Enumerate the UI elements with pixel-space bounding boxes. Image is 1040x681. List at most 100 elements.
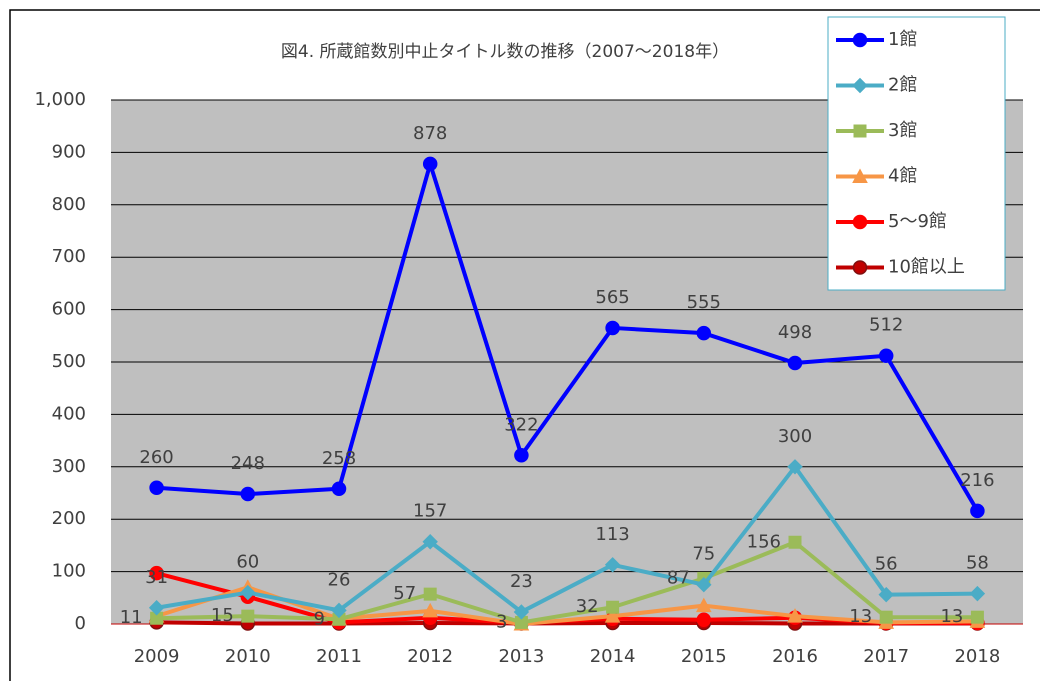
data-label: 57 — [393, 583, 416, 604]
marker — [331, 602, 347, 619]
marker — [852, 260, 868, 275]
data-label: 555 — [687, 292, 721, 313]
legend-label: 2館 — [888, 75, 917, 96]
data-label: 26 — [328, 569, 351, 590]
data-label: 260 — [139, 447, 173, 468]
series-line — [156, 161, 980, 512]
marker — [852, 214, 868, 230]
data-label: 58 — [966, 553, 989, 574]
data-label: 113 — [595, 524, 629, 545]
data-label: 322 — [504, 414, 538, 435]
x-tick-label: 2015 — [681, 646, 727, 667]
marker — [240, 584, 256, 601]
x-tick-label: 2018 — [954, 646, 1000, 667]
data-label: 512 — [869, 315, 903, 336]
y-tick-label: 700 — [52, 246, 86, 267]
data-label: 15 — [211, 605, 234, 626]
marker — [241, 609, 255, 623]
marker — [852, 77, 868, 94]
data-label: 9 — [314, 608, 325, 629]
marker — [787, 459, 803, 475]
data-label: 60 — [236, 552, 259, 573]
marker — [514, 448, 529, 463]
data-label: 498 — [778, 322, 812, 343]
marker — [422, 602, 439, 618]
marker — [604, 608, 621, 623]
data-label: 13 — [849, 606, 872, 627]
marker — [696, 576, 712, 593]
y-tick-label: 200 — [52, 508, 86, 529]
y-tick-label: 500 — [52, 351, 86, 372]
data-label: 87 — [667, 567, 690, 588]
data-label: 258 — [322, 448, 356, 469]
marker — [423, 587, 437, 601]
y-tick-label: 600 — [52, 299, 86, 320]
marker — [604, 557, 621, 573]
x-tick-label: 2012 — [407, 646, 453, 667]
marker — [513, 604, 530, 620]
series-line — [156, 464, 978, 614]
legend-label: 4館 — [888, 166, 917, 187]
y-tick-label: 800 — [52, 194, 86, 215]
marker — [605, 320, 620, 336]
marker — [852, 168, 868, 183]
marker — [696, 325, 712, 341]
y-tick-label: 100 — [52, 561, 86, 582]
y-tick-label: 900 — [52, 141, 86, 162]
legend-box — [827, 16, 1006, 291]
marker — [148, 600, 165, 616]
marker — [149, 480, 164, 496]
marker — [853, 124, 867, 138]
marker — [787, 355, 803, 371]
y-tick-label: 400 — [52, 403, 86, 424]
x-tick-label: 2017 — [863, 646, 909, 667]
marker — [878, 348, 894, 363]
x-tick-label: 2009 — [134, 646, 180, 667]
legend-label: 3館 — [888, 120, 917, 141]
marker — [878, 586, 894, 603]
data-label: 11 — [120, 607, 143, 628]
legend-label: 1館 — [888, 29, 917, 50]
legend-label: 5〜9館 — [888, 211, 947, 232]
marker — [695, 597, 712, 613]
legend-label: 10館以上 — [888, 257, 965, 278]
marker — [240, 486, 256, 502]
marker — [606, 600, 620, 614]
data-label: 31 — [145, 567, 168, 588]
marker — [331, 481, 347, 497]
series-line — [156, 540, 978, 625]
marker — [969, 585, 986, 602]
y-tick-label: 300 — [52, 456, 86, 477]
marker — [696, 612, 712, 628]
x-tick-label: 2016 — [772, 646, 818, 667]
data-label: 23 — [510, 571, 533, 592]
marker — [970, 610, 984, 624]
x-tick-label: 2010 — [225, 646, 271, 667]
data-label: 75 — [692, 544, 715, 565]
data-label: 56 — [875, 554, 898, 575]
y-tick-label: 1,000 — [34, 89, 86, 110]
x-tick-label: 2013 — [498, 646, 544, 667]
data-label: 32 — [576, 596, 599, 617]
data-label: 13 — [940, 606, 963, 627]
chart-title: 図4. 所蔵館数別中止タイトル数の推移（2007〜2018年） — [281, 42, 729, 62]
marker — [879, 610, 893, 624]
series-line — [156, 620, 978, 626]
x-tick-label: 2014 — [590, 646, 636, 667]
marker — [422, 534, 438, 550]
data-label: 157 — [413, 501, 447, 522]
data-label: 565 — [595, 287, 629, 308]
marker — [970, 503, 985, 519]
marker — [149, 565, 164, 581]
marker — [788, 535, 802, 549]
data-label: 878 — [413, 123, 447, 144]
data-label: 300 — [778, 426, 812, 447]
data-label: 156 — [747, 531, 781, 552]
marker — [422, 156, 438, 172]
marker — [787, 608, 803, 623]
data-label: 3 — [496, 611, 507, 632]
data-label: 216 — [960, 470, 994, 491]
marker — [852, 32, 868, 48]
x-tick-label: 2011 — [316, 646, 362, 667]
